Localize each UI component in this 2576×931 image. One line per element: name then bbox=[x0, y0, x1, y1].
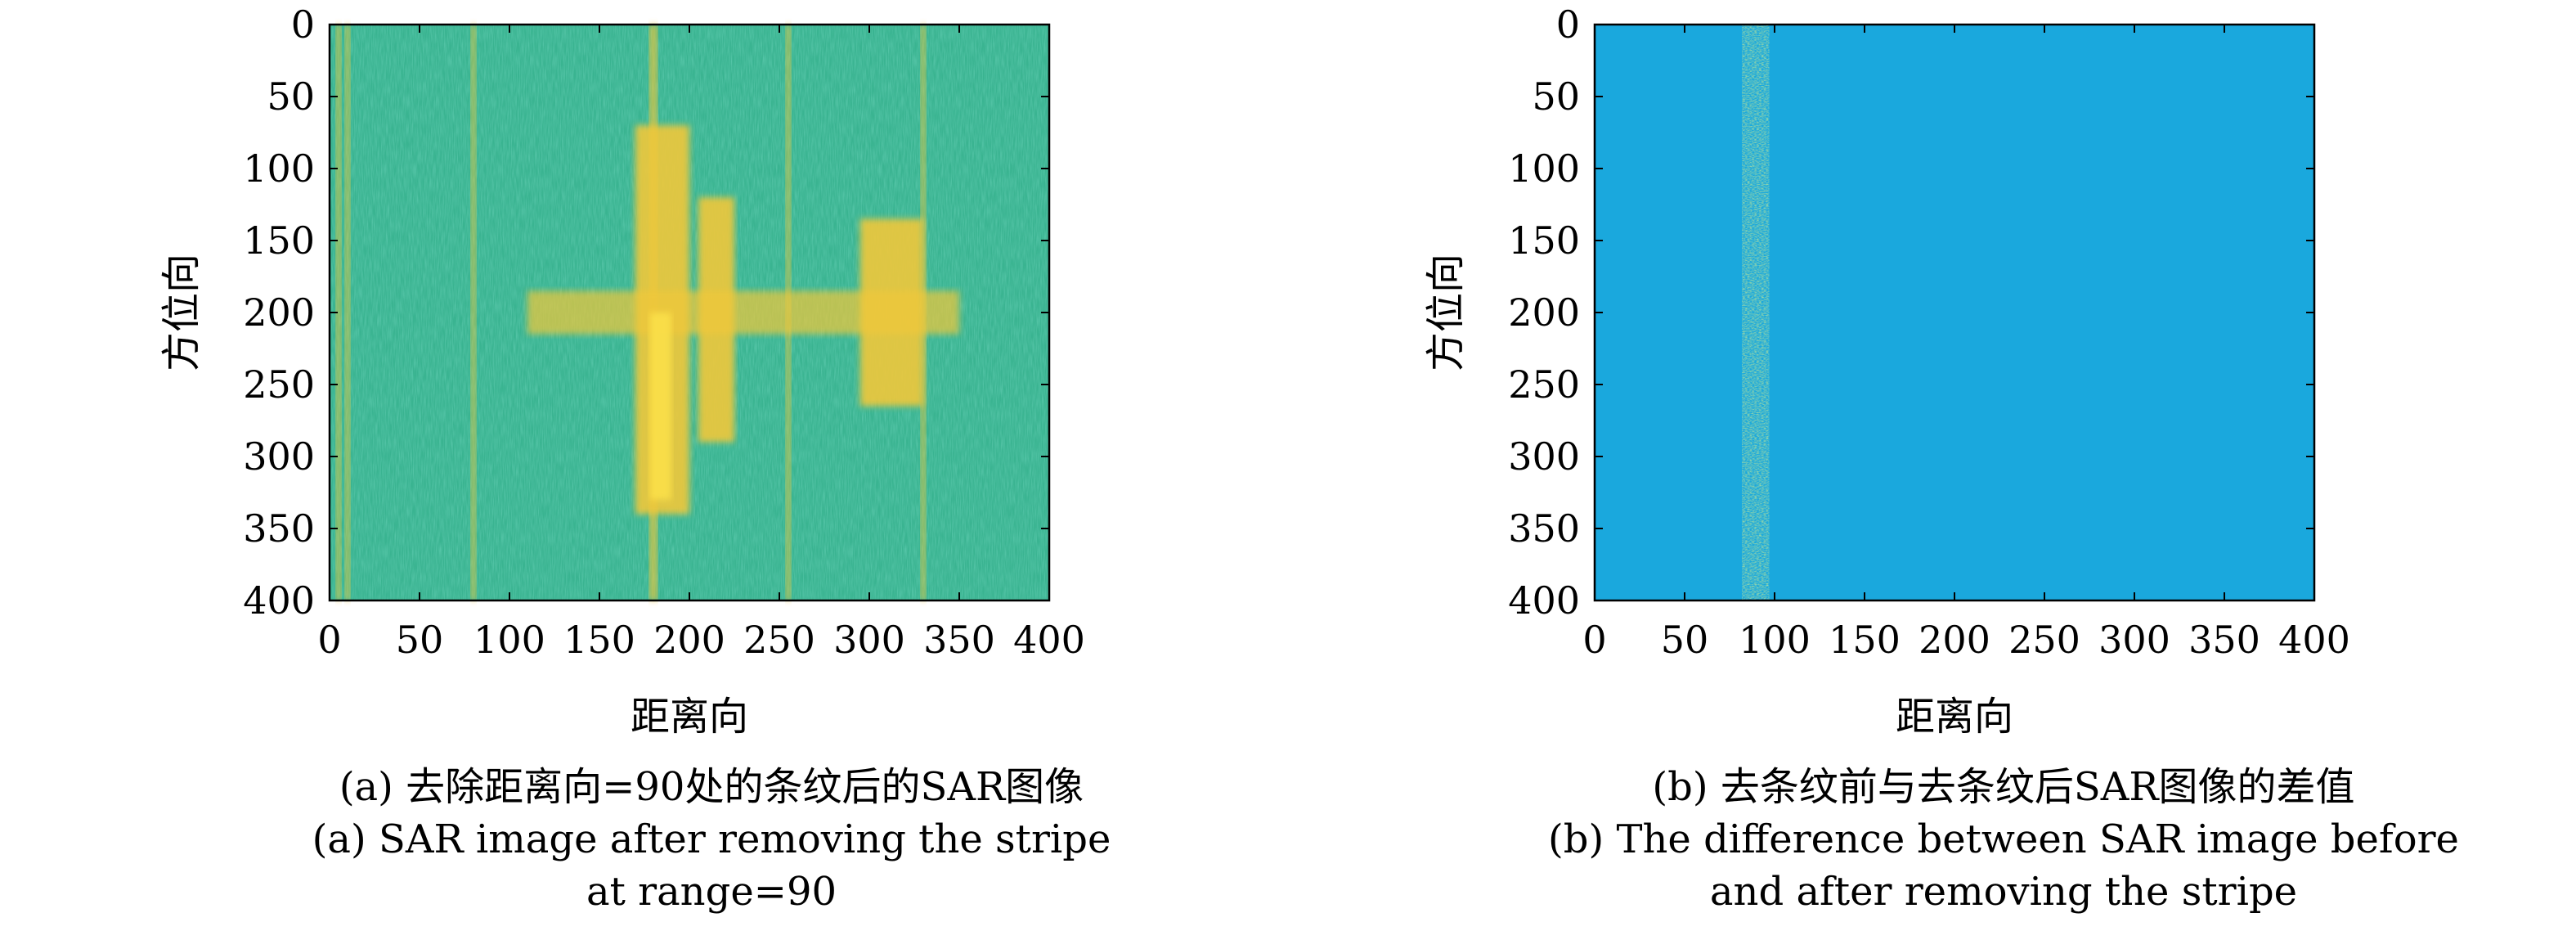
x-tick-label: 300 bbox=[2098, 618, 2170, 662]
x-tick-label: 150 bbox=[563, 618, 635, 662]
panel-b-background bbox=[1595, 25, 2314, 600]
panel-b-xlabel: 距离向 bbox=[1896, 694, 2013, 740]
y-tick-label: 0 bbox=[291, 2, 315, 47]
y-tick-label: 200 bbox=[243, 290, 315, 335]
x-tick-label: 300 bbox=[833, 618, 905, 662]
y-tick-label: 250 bbox=[1508, 362, 1580, 407]
y-tick-label: 150 bbox=[243, 218, 315, 263]
panel-a-bright-target bbox=[860, 218, 923, 407]
y-tick-label: 100 bbox=[1508, 146, 1580, 191]
y-tick-label: 100 bbox=[243, 146, 315, 191]
x-tick-label: 50 bbox=[396, 618, 444, 662]
x-tick-label: 100 bbox=[473, 618, 545, 662]
panel-b-caption-en-line1: (b) The difference between SAR image bef… bbox=[1548, 816, 2459, 862]
y-tick-label: 300 bbox=[243, 434, 315, 479]
panel-a-caption-en-line2: at range=90 bbox=[586, 869, 837, 915]
panel-b-ticks: 0 50 100 150 200 250 300 350 4000501001502002503… bbox=[1508, 2, 2350, 662]
panel-a-image bbox=[330, 25, 1049, 600]
x-tick-label: 350 bbox=[923, 618, 995, 662]
panel-b-heatmap: 0 50 100 150 200 250 300 350 4000501001502002503… bbox=[1423, 2, 2350, 740]
y-tick-label: 400 bbox=[1508, 578, 1580, 623]
panel-b-difference-stripe bbox=[1742, 25, 1770, 600]
panel-a-vertical-stripe bbox=[471, 25, 476, 600]
panel-a-ylabel: 方位向 bbox=[159, 254, 204, 371]
y-tick-label: 50 bbox=[267, 74, 315, 119]
x-tick-label: 50 bbox=[1661, 618, 1709, 662]
panel-a-ticks: 0 50 100 150 200 250 300 350 4000501001502002503… bbox=[243, 2, 1085, 662]
panel-a-heatmap: 0 50 100 150 200 250 300 350 4000501001502002503… bbox=[159, 2, 1085, 740]
x-tick-label: 400 bbox=[2278, 618, 2350, 662]
y-tick-label: 200 bbox=[1508, 290, 1580, 335]
y-tick-label: 250 bbox=[243, 362, 315, 407]
x-tick-label: 250 bbox=[2008, 618, 2080, 662]
x-tick-label: 0 bbox=[317, 618, 341, 662]
y-tick-label: 0 bbox=[1556, 2, 1580, 47]
panel-b-caption: (b) 去条纹前与去条纹后SAR图像的差值 (b) The difference… bbox=[1472, 761, 2535, 918]
panel-a-peak-core bbox=[649, 313, 671, 500]
y-tick-label: 400 bbox=[243, 578, 315, 623]
panel-a-caption-en-line1: (a) SAR image after removing the stripe bbox=[312, 816, 1111, 862]
panel-b-image bbox=[1595, 25, 2314, 600]
x-tick-label: 100 bbox=[1739, 618, 1811, 662]
panel-a-caption-zh: (a) 去除距离向=90处的条纹后的SAR图像 bbox=[339, 764, 1084, 810]
x-tick-label: 200 bbox=[653, 618, 725, 662]
y-tick-label: 300 bbox=[1508, 434, 1580, 479]
panel-b-caption-en-line2: and after removing the stripe bbox=[1709, 869, 2298, 915]
y-tick-label: 50 bbox=[1532, 74, 1580, 119]
x-tick-label: 250 bbox=[743, 618, 815, 662]
panel-b-caption-zh: (b) 去条纹前与去条纹后SAR图像的差值 bbox=[1652, 764, 2355, 810]
panel-b-ylabel: 方位向 bbox=[1423, 254, 1469, 371]
panel-a-caption: (a) 去除距离向=90处的条纹后的SAR图像 (a) SAR image af… bbox=[245, 761, 1178, 918]
x-tick-label: 400 bbox=[1013, 618, 1085, 662]
y-tick-label: 150 bbox=[1508, 218, 1580, 263]
x-tick-label: 350 bbox=[2188, 618, 2260, 662]
x-tick-label: 150 bbox=[1829, 618, 1901, 662]
panel-a-vertical-stripe bbox=[345, 25, 350, 600]
panel-a-vertical-stripe bbox=[336, 25, 341, 600]
x-tick-label: 200 bbox=[1919, 618, 1990, 662]
panel-a-xlabel: 距离向 bbox=[631, 694, 748, 740]
y-tick-label: 350 bbox=[243, 506, 315, 551]
x-tick-label: 0 bbox=[1582, 618, 1606, 662]
y-tick-label: 350 bbox=[1508, 506, 1580, 551]
